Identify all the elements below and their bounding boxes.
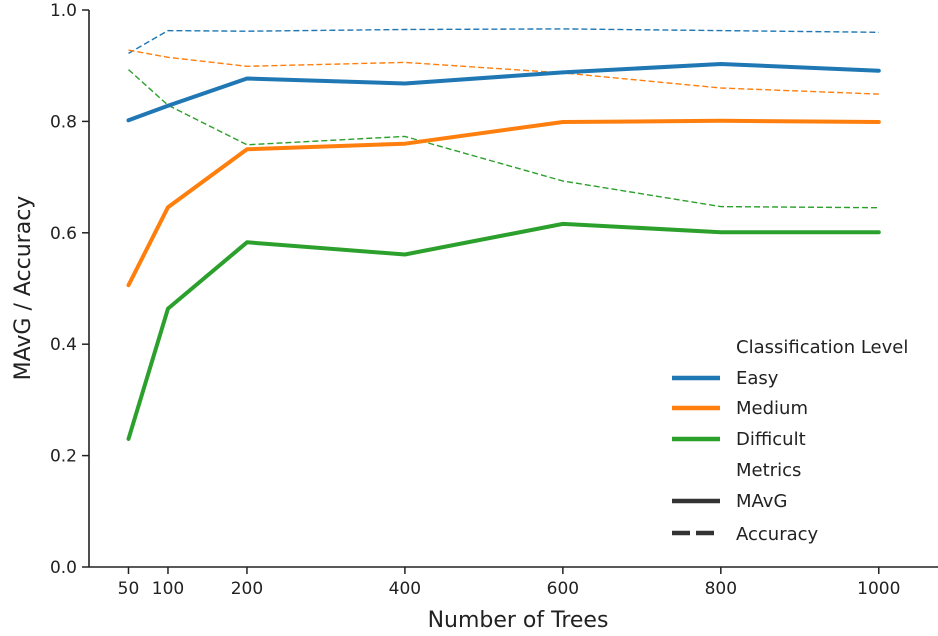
x-tick-label: 200 <box>231 579 263 599</box>
plot-area <box>126 28 881 441</box>
x-tick-label: 1000 <box>857 579 900 599</box>
series-line-medium-mavg <box>126 118 881 288</box>
legend-label-easy: Easy <box>736 368 779 389</box>
x-tick-label: 400 <box>389 579 421 599</box>
series-line-medium-accuracy <box>128 49 879 95</box>
y-tick-label: 0.0 <box>50 558 77 578</box>
x-tick-label: 50 <box>118 579 140 599</box>
y-tick-label: 0.6 <box>50 224 77 244</box>
series-line-easy-mavg <box>126 62 881 123</box>
legend: Classification Level Easy Medium Difficu… <box>672 337 908 545</box>
series-line-difficult-accuracy <box>128 69 879 209</box>
x-axis-title: Number of Trees <box>428 608 609 633</box>
axes <box>88 10 938 568</box>
x-tick-label: 800 <box>705 579 737 599</box>
y-tick-label: 0.2 <box>50 447 77 467</box>
x-tick-label: 100 <box>152 579 184 599</box>
series-line-difficult-mavg <box>126 221 881 441</box>
legend-label-difficult: Difficult <box>736 429 806 450</box>
y-ticks: 0.0 0.2 0.4 0.6 0.8 1.0 <box>50 1 89 578</box>
legend-label-accuracy: Accuracy <box>736 524 819 545</box>
y-tick-label: 0.8 <box>50 112 77 132</box>
legend-hue-title: Classification Level <box>736 337 908 358</box>
x-tick-label: 600 <box>547 579 579 599</box>
series-line-easy-accuracy <box>128 28 879 55</box>
legend-label-mavg: MAvG <box>736 491 787 512</box>
y-tick-label: 1.0 <box>50 1 77 21</box>
y-tick-label: 0.4 <box>50 335 77 355</box>
y-axis-title: MAvG / Accuracy <box>11 196 36 381</box>
x-ticks: 50 100 200 400 600 800 1000 <box>118 567 900 599</box>
legend-label-medium: Medium <box>736 398 808 419</box>
legend-style-title: Metrics <box>736 460 801 481</box>
